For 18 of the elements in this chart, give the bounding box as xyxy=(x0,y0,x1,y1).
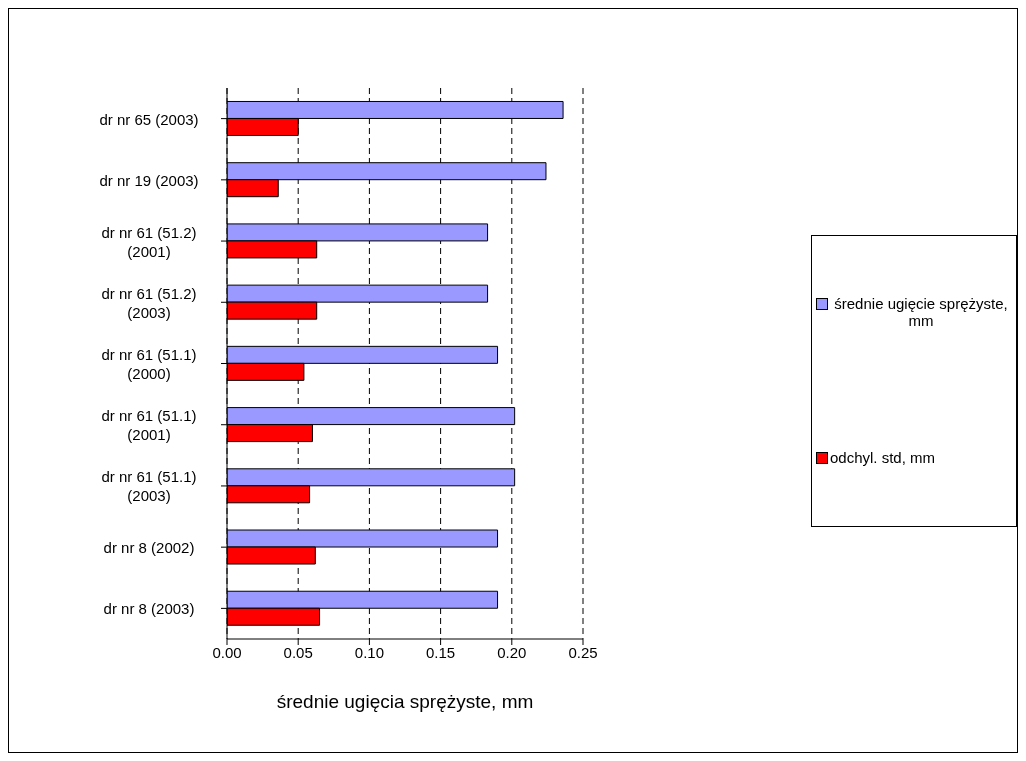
y-tick-label: dr nr 61 (51.2) (2001) xyxy=(101,223,197,260)
y-tick-label: dr nr 8 (2003) xyxy=(103,599,195,617)
y-tick-label: dr nr 65 (2003) xyxy=(99,110,199,128)
x-tick-label: 0.20 xyxy=(497,643,527,661)
x-axis-title: średnie ugięcia sprężyste, mm xyxy=(276,691,534,712)
y-tick-label: dr nr 61 (51.1) (2003) xyxy=(101,467,197,504)
x-tick-label: 0.00 xyxy=(212,643,242,661)
y-tick-label: dr nr 61 (51.2) (2003) xyxy=(101,284,197,321)
y-tick-label: dr nr 61 (51.1) (2000) xyxy=(101,345,197,382)
y-tick-label: dr nr 61 (51.1) (2001) xyxy=(101,406,197,443)
y-tick-label: dr nr 19 (2003) xyxy=(99,171,199,189)
x-tick-label: 0.10 xyxy=(354,643,384,661)
x-tick-label: 0.25 xyxy=(568,643,598,661)
legend-label: odchyl. std, mm xyxy=(830,448,936,466)
x-tick-label: 0.15 xyxy=(426,643,456,661)
x-tick-label: 0.05 xyxy=(283,643,313,661)
legend-label: średnie ugięcie sprężyste, mm xyxy=(833,295,1009,330)
y-tick-label: dr nr 8 (2002) xyxy=(103,538,195,556)
